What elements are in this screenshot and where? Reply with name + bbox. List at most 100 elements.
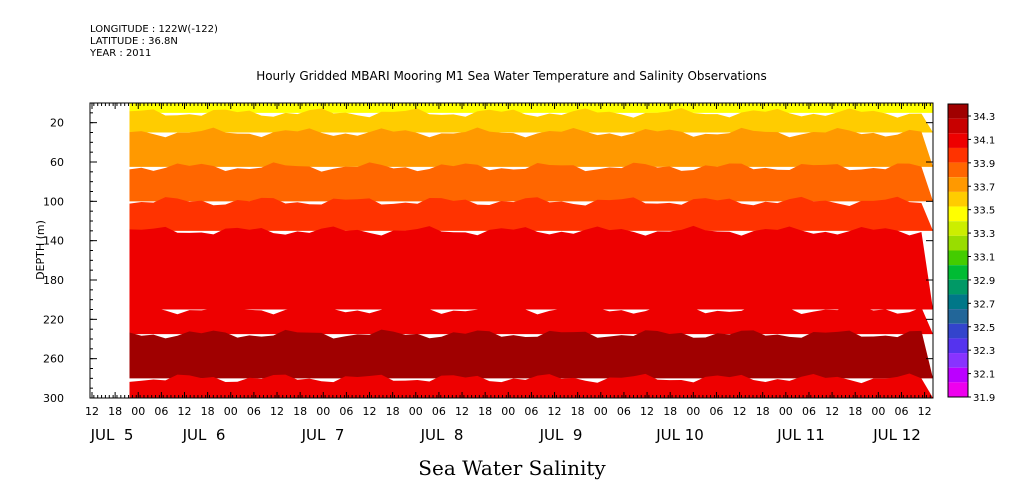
x-day-label: JUL 12 — [872, 426, 921, 444]
x-tick-label: 12 — [640, 405, 654, 418]
x-day-label: JUL 6 — [182, 426, 226, 444]
colorbar-label: 32.7 — [973, 299, 995, 310]
x-tick-label: 12 — [825, 405, 839, 418]
colorbar-swatch — [948, 309, 968, 324]
y-tick-label: 260 — [43, 353, 64, 366]
colorbar-swatch — [948, 133, 968, 148]
colorbar-swatch — [948, 294, 968, 310]
y-tick-label: 60 — [50, 156, 64, 169]
x-tick-label: 12 — [733, 405, 747, 418]
x-tick-label: 00 — [686, 405, 700, 418]
colorbar-swatch — [948, 191, 968, 207]
y-tick-label: 140 — [43, 235, 64, 248]
x-tick-label: 06 — [524, 405, 538, 418]
colorbar-label: 32.1 — [973, 370, 995, 381]
x-day-label: JUL 10 — [655, 426, 704, 444]
x-tick-label: 06 — [709, 405, 723, 418]
colorbar-label: 34.1 — [973, 135, 995, 146]
x-tick-label: 06 — [802, 405, 816, 418]
colorbar-swatch — [948, 162, 968, 178]
y-tick-label: 100 — [43, 195, 64, 208]
x-tick-label: 00 — [501, 405, 515, 418]
colorbar-label: 31.9 — [973, 393, 995, 404]
colorbar-label: 34.3 — [973, 112, 995, 123]
x-tick-label: 18 — [293, 405, 307, 418]
x-tick-label: 06 — [617, 405, 631, 418]
x-tick-label: 18 — [571, 405, 585, 418]
colorbar-swatch — [948, 367, 968, 383]
y-axis-label: DEPTH (m) — [34, 220, 47, 280]
colorbar-swatch — [948, 206, 968, 222]
x-tick-label: 00 — [316, 405, 330, 418]
x-tick-label: 12 — [85, 405, 99, 418]
colorbar-swatch — [948, 338, 968, 354]
colorbar-swatch — [948, 118, 968, 134]
x-day-label: JUL 8 — [420, 426, 464, 444]
x-tick-label: 06 — [154, 405, 168, 418]
salinity-layer — [129, 225, 933, 310]
salinity-layer — [129, 107, 933, 133]
x-tick-label: 18 — [386, 405, 400, 418]
colorbar-label: 32.9 — [973, 276, 995, 287]
y-tick-label: 300 — [43, 392, 64, 405]
chart-title: Hourly Gridded MBARI Mooring M1 Sea Wate… — [256, 69, 767, 83]
x-day-label: JUL 7 — [301, 426, 345, 444]
colorbar-swatch — [948, 104, 968, 119]
x-tick-label: 18 — [848, 405, 862, 418]
salinity-layer — [129, 329, 933, 379]
y-tick-label: 180 — [43, 274, 64, 287]
colorbar-swatch — [948, 235, 968, 251]
x-tick-label: 18 — [478, 405, 492, 418]
no-data-region — [91, 104, 130, 398]
year-label: YEAR : 2011 — [90, 48, 152, 59]
colorbar-label: 33.9 — [973, 159, 995, 170]
salinity-layer — [129, 196, 933, 231]
salinity-layer — [129, 127, 933, 167]
colorbar-swatch — [948, 147, 968, 163]
colorbar-swatch — [948, 265, 968, 280]
x-tick-label: 06 — [247, 405, 261, 418]
x-tick-label: 18 — [663, 405, 677, 418]
colorbar-swatch — [948, 353, 968, 368]
salinity-layer — [129, 304, 933, 335]
colorbar-swatch — [948, 177, 968, 192]
x-tick-label: 12 — [270, 405, 284, 418]
x-tick-label: 00 — [409, 405, 423, 418]
x-tick-label: 18 — [756, 405, 770, 418]
x-tick-label: 12 — [178, 405, 192, 418]
x-tick-label: 00 — [594, 405, 608, 418]
colorbar-label: 33.3 — [973, 229, 995, 240]
x-tick-label: 06 — [894, 405, 908, 418]
colorbar-label: 32.5 — [973, 323, 995, 334]
plot-area — [91, 103, 933, 398]
latitude-label: LATITUDE : 36.8N — [90, 36, 178, 47]
axes: 20 60 100 140 180 220 260 300 12 18 00 06 12 18 00 06 12… — [43, 102, 934, 444]
x-tick-label: 00 — [131, 405, 145, 418]
x-tick-label: 12 — [548, 405, 562, 418]
x-tick-label: 12 — [918, 405, 932, 418]
x-tick-label: 06 — [339, 405, 353, 418]
x-day-label: JUL 5 — [90, 426, 134, 444]
x-tick-label: 12 — [363, 405, 377, 418]
y-tick-label: 220 — [43, 313, 64, 326]
colorbar-label: 33.1 — [973, 253, 995, 264]
x-tick-label: 12 — [455, 405, 469, 418]
salinity-layer — [129, 162, 933, 202]
x-tick-label: 00 — [779, 405, 793, 418]
colorbar-frame — [947, 103, 969, 398]
colorbar-label: 33.7 — [973, 182, 995, 193]
x-tick-label: 18 — [201, 405, 215, 418]
x-axis-label: Sea Water Salinity — [418, 456, 606, 480]
x-day-label: JUL 11 — [776, 426, 825, 444]
x-tick-label: 06 — [432, 405, 446, 418]
x-tick-label: 18 — [108, 405, 122, 418]
x-tick-label: 00 — [871, 405, 885, 418]
colorbar-swatch — [948, 221, 968, 236]
salinity-layer — [129, 373, 933, 398]
x-tick-label: 00 — [224, 405, 238, 418]
colorbar-swatch — [948, 279, 968, 295]
colorbar-label: 33.5 — [973, 206, 995, 217]
colorbar-swatch — [948, 250, 968, 266]
colorbar-swatch — [948, 382, 968, 397]
